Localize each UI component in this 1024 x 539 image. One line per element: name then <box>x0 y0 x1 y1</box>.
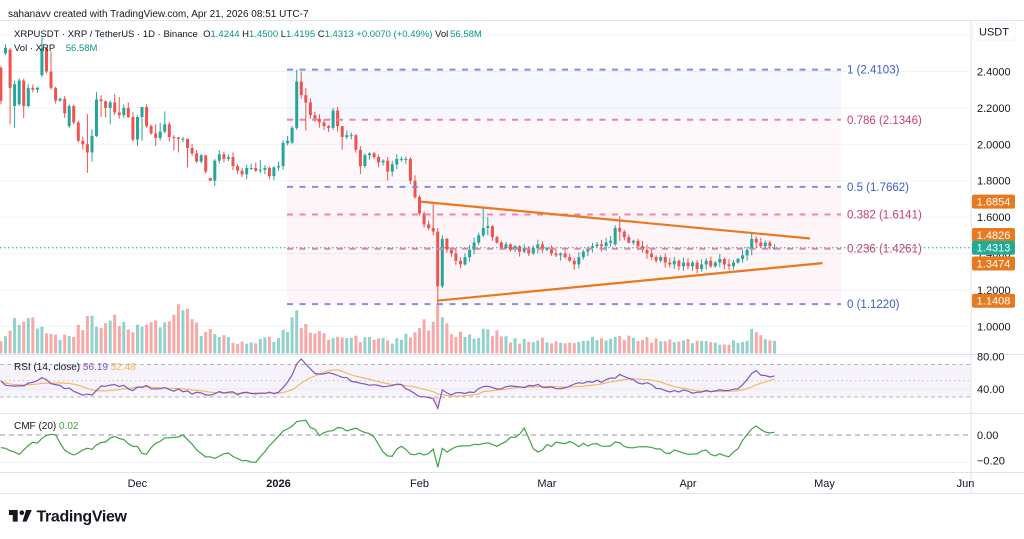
svg-text:80.00: 80.00 <box>977 352 1005 364</box>
svg-text:1.8000: 1.8000 <box>977 176 1011 188</box>
svg-text:40.00: 40.00 <box>977 384 1005 396</box>
svg-text:Feb: Feb <box>410 478 429 490</box>
svg-text:2.2000: 2.2000 <box>977 103 1011 115</box>
svg-text:0.00: 0.00 <box>977 430 998 442</box>
svg-text:1.4313: 1.4313 <box>977 243 1011 255</box>
svg-text:0.5 (1.7662): 0.5 (1.7662) <box>847 182 909 194</box>
svg-text:1.1408: 1.1408 <box>977 296 1011 308</box>
svg-text:CMF (20) 0.02: CMF (20) 0.02 <box>14 421 79 432</box>
svg-text:XRPUSDT · XRP / TetherUS · 1D: XRPUSDT · XRP / TetherUS · 1D · Binance … <box>14 29 482 40</box>
svg-text:2.4000: 2.4000 <box>977 67 1011 79</box>
svg-text:Mar: Mar <box>537 478 556 490</box>
svg-text:1.4826: 1.4826 <box>977 230 1011 242</box>
svg-text:May: May <box>814 478 835 490</box>
svg-text:2026: 2026 <box>266 478 290 490</box>
svg-text:Jun: Jun <box>957 478 975 490</box>
svg-text:1.6000: 1.6000 <box>977 212 1011 224</box>
svg-text:0.236 (1.4261): 0.236 (1.4261) <box>847 244 922 256</box>
svg-text:2.0000: 2.0000 <box>977 139 1011 151</box>
svg-text:0 (1.1220): 0 (1.1220) <box>847 299 900 311</box>
svg-text:Apr: Apr <box>679 478 696 490</box>
svg-text:1.3474: 1.3474 <box>977 258 1011 270</box>
svg-text:USDT: USDT <box>979 27 1009 39</box>
svg-text:Dec: Dec <box>128 478 148 490</box>
svg-text:Vol · XRP 56.58M: Vol · XRP 56.58M <box>14 43 98 54</box>
svg-text:1.6854: 1.6854 <box>977 196 1011 208</box>
svg-text:TradingView: TradingView <box>37 509 128 526</box>
svg-text:1 (2.4103): 1 (2.4103) <box>847 65 900 77</box>
svg-text:1.0000: 1.0000 <box>977 321 1011 333</box>
svg-text:RSI (14, close) 56.19 52.48: RSI (14, close) 56.19 52.48 <box>14 362 136 373</box>
svg-text:0.382 (1.6141): 0.382 (1.6141) <box>847 210 922 222</box>
svg-text:−0.20: −0.20 <box>977 456 1005 468</box>
svg-text:sahanavv created with TradingV: sahanavv created with TradingView.com, A… <box>8 9 309 20</box>
svg-text:0.786 (2.1346): 0.786 (2.1346) <box>847 115 922 127</box>
